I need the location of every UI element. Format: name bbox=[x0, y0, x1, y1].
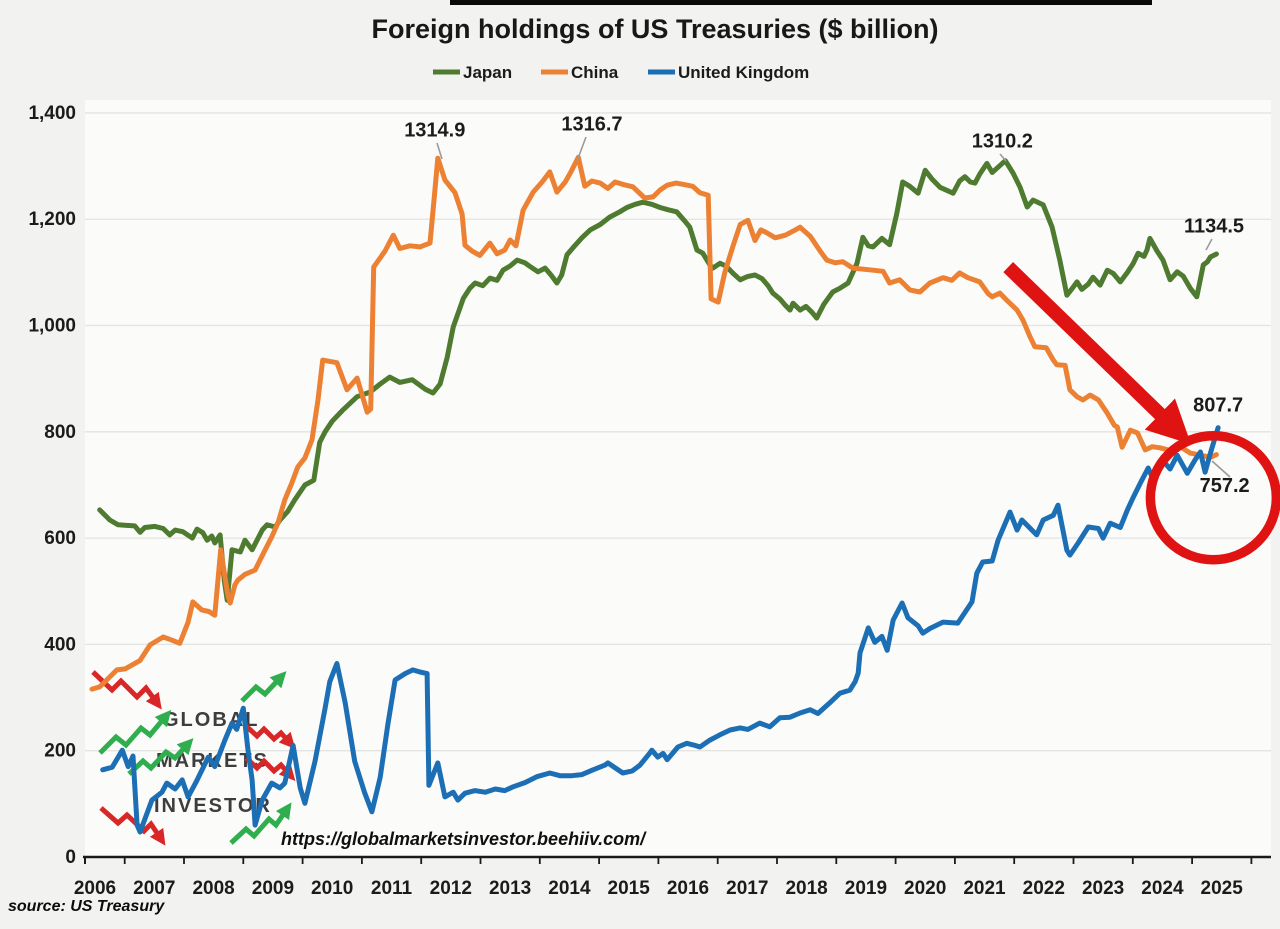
y-tick-label: 800 bbox=[44, 422, 76, 443]
watermark-line-3: INVESTOR bbox=[154, 795, 272, 817]
x-tick-label: 2021 bbox=[963, 878, 1006, 899]
x-tick-label: 2018 bbox=[785, 878, 827, 899]
trend-up-arrow-icon bbox=[98, 709, 172, 755]
trend-up-arrow-icon bbox=[127, 738, 194, 776]
x-tick-label: 2008 bbox=[192, 878, 234, 899]
watermark-url: https://globalmarketsinvestor.beehiiv.co… bbox=[281, 829, 647, 849]
y-tick-label: 1,000 bbox=[28, 316, 76, 337]
x-tick-label: 2007 bbox=[133, 878, 175, 899]
x-tick-label: 2024 bbox=[1141, 878, 1184, 899]
trend-down-arrow-icon bbox=[244, 756, 296, 781]
x-tick-label: 2019 bbox=[845, 878, 887, 899]
x-tick-label: 2012 bbox=[430, 878, 472, 899]
y-tick-label: 400 bbox=[44, 634, 76, 655]
x-tick-label: 2013 bbox=[489, 878, 531, 899]
red-highlight bbox=[1003, 262, 1280, 565]
x-tick-label: 2017 bbox=[726, 878, 768, 899]
legend-item-japan: Japan bbox=[433, 63, 512, 82]
series-line-united-kingdom bbox=[100, 425, 1221, 835]
y-tick-label: 1,400 bbox=[28, 103, 76, 124]
x-tick-label: 2016 bbox=[667, 878, 709, 899]
series-line-china bbox=[89, 154, 1219, 692]
red-arrow-icon bbox=[1003, 262, 1192, 445]
top-crop-bar bbox=[450, 0, 1152, 5]
legend-item-china: China bbox=[541, 63, 619, 82]
legend: Japan China United Kingdom bbox=[433, 63, 809, 82]
x-tick-label: 2023 bbox=[1082, 878, 1124, 899]
x-tick-label: 2025 bbox=[1201, 878, 1244, 899]
red-circle-highlight bbox=[1145, 430, 1280, 565]
axes: 2006 2007 2008 2009 2010 2011 2012 2013 2014 2015… bbox=[28, 103, 1271, 899]
legend-label-china: China bbox=[571, 63, 619, 82]
data-series bbox=[89, 154, 1221, 835]
annotation-1310.2: 1310.2 bbox=[972, 130, 1033, 152]
gridlines bbox=[85, 112, 1271, 752]
value-annotations: 1314.9 1316.7 1310.2 1134.5 807.7 757.2 bbox=[404, 113, 1249, 496]
x-tick-label: 2022 bbox=[1023, 878, 1065, 899]
plot-area bbox=[85, 100, 1271, 857]
x-tick-label: 2009 bbox=[252, 878, 294, 899]
annotation-807.7: 807.7 bbox=[1193, 395, 1243, 417]
x-tick-label: 2010 bbox=[311, 878, 353, 899]
x-tick-label: 2020 bbox=[904, 878, 946, 899]
trend-up-arrow-icon bbox=[240, 671, 287, 703]
x-tick-label: 2015 bbox=[608, 878, 651, 899]
y-tick-label: 600 bbox=[44, 528, 76, 549]
y-tick-label: 1,200 bbox=[28, 209, 76, 230]
annotation-leader bbox=[576, 136, 587, 162]
x-tick-label: 2006 bbox=[74, 878, 116, 899]
x-tick-label: 2011 bbox=[371, 878, 413, 899]
annotation-1134.5: 1134.5 bbox=[1184, 215, 1244, 237]
annotation-leader bbox=[1211, 460, 1231, 478]
annotation-leader bbox=[1205, 238, 1213, 251]
trend-up-arrow-icon bbox=[229, 802, 292, 845]
y-tick-label: 200 bbox=[44, 741, 76, 762]
annotation-1316.7: 1316.7 bbox=[561, 113, 622, 135]
legend-label-japan: Japan bbox=[463, 63, 512, 82]
annotation-leader bbox=[999, 153, 1007, 162]
source-caption: source: US Treasury bbox=[8, 898, 165, 915]
legend-label-uk: United Kingdom bbox=[678, 63, 809, 82]
y-tick-label: 0 bbox=[65, 847, 76, 868]
trend-down-arrow-icon bbox=[91, 670, 162, 710]
trend-down-arrow-icon bbox=[244, 724, 296, 749]
legend-item-uk: United Kingdom bbox=[648, 63, 809, 82]
annotation-757.2: 757.2 bbox=[1200, 475, 1250, 497]
x-tick-label: 2014 bbox=[548, 878, 591, 899]
annotation-1314.9: 1314.9 bbox=[404, 119, 465, 141]
chart-title: Foreign holdings of US Treasuries ($ bil… bbox=[371, 14, 938, 44]
annotation-leader bbox=[436, 142, 443, 160]
